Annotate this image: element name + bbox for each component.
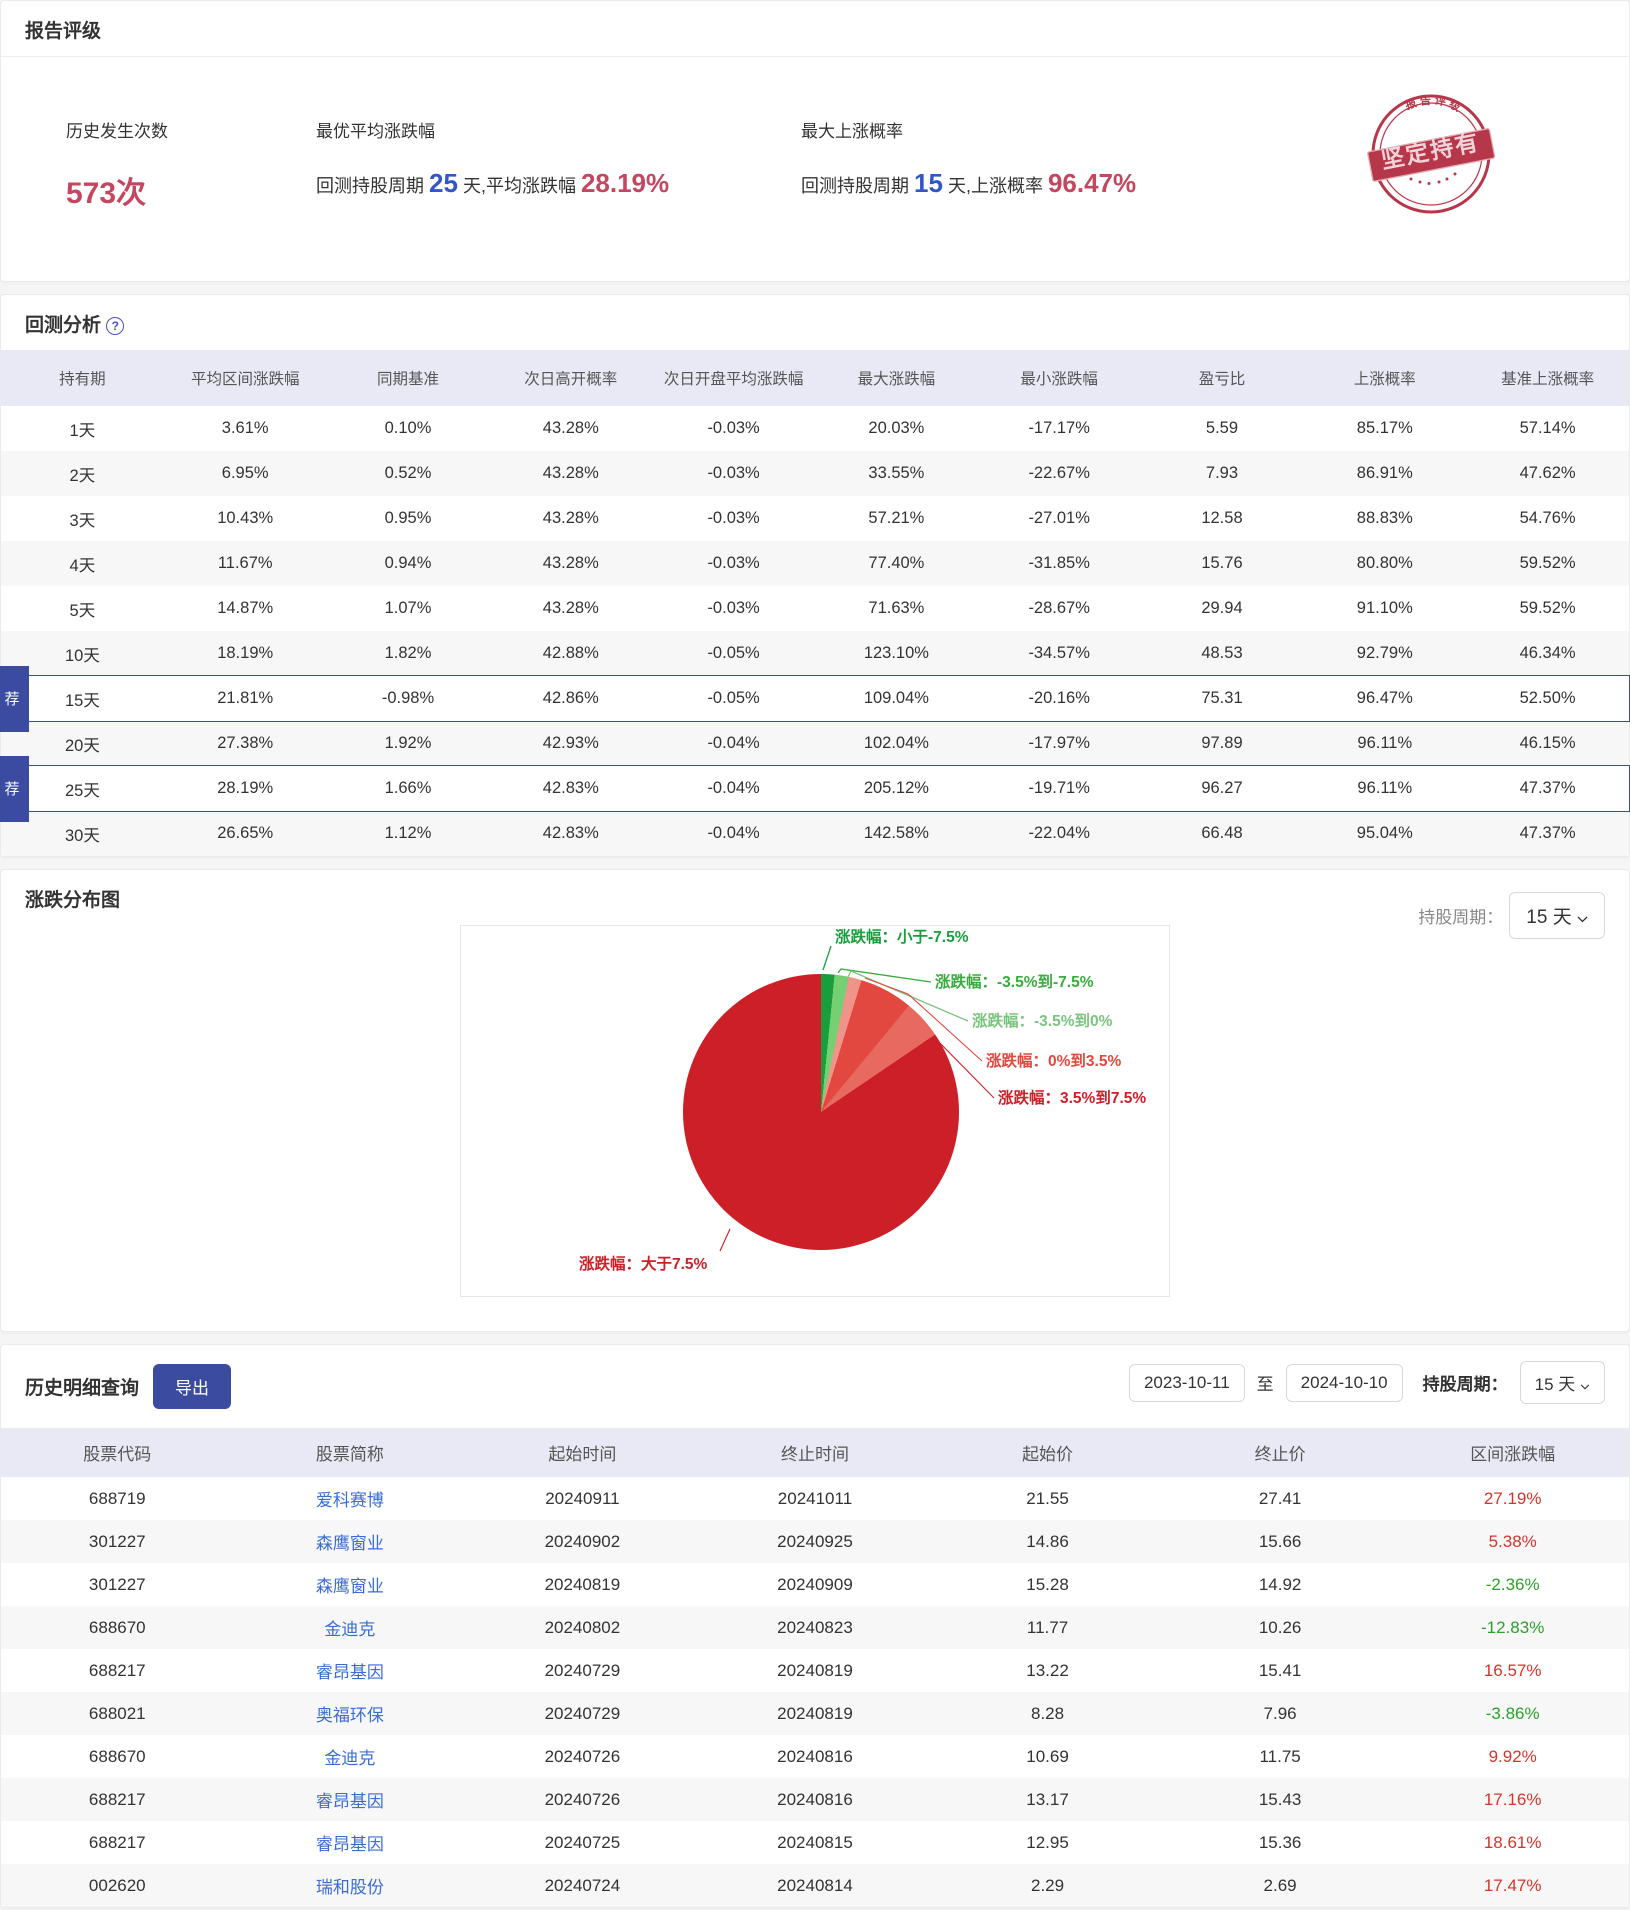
- svg-text:涨跌幅：3.5%到7.5%: 涨跌幅：3.5%到7.5%: [998, 1088, 1146, 1107]
- svg-text:涨跌幅：-3.5%到0%: 涨跌幅：-3.5%到0%: [972, 1011, 1113, 1030]
- svg-text:涨跌幅：小于-7.5%: 涨跌幅：小于-7.5%: [835, 927, 969, 946]
- svg-text:涨跌幅：-3.5%到-7.5%: 涨跌幅：-3.5%到-7.5%: [935, 972, 1094, 991]
- svg-text:涨跌幅：大于7.5%: 涨跌幅：大于7.5%: [579, 1254, 708, 1273]
- svg-text:涨跌幅：0%到3.5%: 涨跌幅：0%到3.5%: [986, 1051, 1121, 1070]
